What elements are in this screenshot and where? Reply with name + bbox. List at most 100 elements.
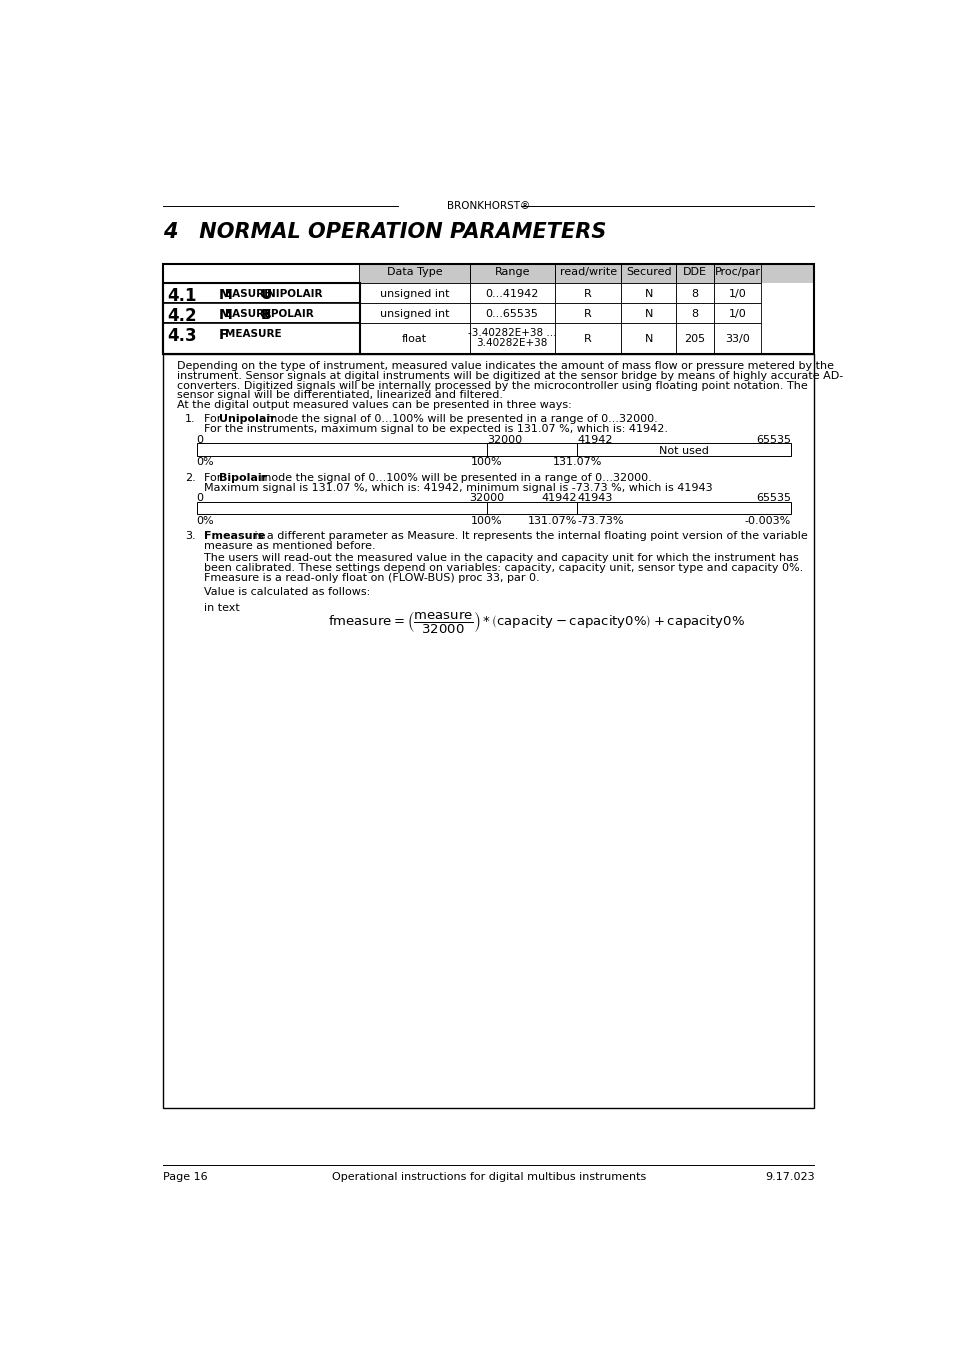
Text: N: N [643,309,652,319]
Text: 131.07%: 131.07% [527,516,577,525]
Text: Depending on the type of instrument, measured value indicates the amount of mass: Depending on the type of instrument, mea… [177,362,834,371]
Text: Fmeasure: Fmeasure [204,531,266,541]
Text: Proc/par: Proc/par [714,267,760,278]
Bar [714,323,760,354]
Text: instrument. Sensor signals at digital instruments will be digitized at the senso: instrument. Sensor signals at digital in… [177,371,842,381]
Bar [469,284,555,302]
Text: 1/0: 1/0 [728,309,746,319]
Text: 32000: 32000 [469,494,504,504]
Text: 65535: 65535 [756,494,790,504]
Text: mode the signal of 0...100% will be presented in a range of 0...32000.: mode the signal of 0...100% will be pres… [262,414,657,424]
Text: DDE: DDE [682,267,706,278]
Bar [555,284,620,302]
Text: U: U [261,289,272,302]
Text: 8: 8 [691,309,698,319]
Bar [714,265,760,284]
Text: 100%: 100% [471,516,502,525]
Bar [675,265,714,284]
Text: mode the signal of 0...100% will be presented in a range of 0...32000.: mode the signal of 0...100% will be pres… [257,472,651,483]
Text: 41943: 41943 [577,494,612,504]
Text: unsigned int: unsigned int [379,309,449,319]
Text: been calibrated. These settings depend on variables: capacity, capacity unit, se: been calibrated. These settings depend o… [204,563,803,572]
Text: is a different parameter as Measure. It represents the internal floating point v: is a different parameter as Measure. It … [251,531,807,541]
Bar [196,502,790,514]
Text: Operational instructions for digital multibus instruments: Operational instructions for digital mul… [332,1172,645,1183]
Text: 0: 0 [196,435,204,446]
Bar [469,302,555,323]
Text: 4.3: 4.3 [167,327,196,344]
Text: Bipolair: Bipolair [219,472,267,483]
Text: 0: 0 [196,494,204,504]
Text: Fmeasure is a read-only float on (FLOW-BUS) proc 33, par 0.: Fmeasure is a read-only float on (FLOW-B… [204,572,539,583]
Bar [196,443,790,456]
Text: Secured: Secured [625,267,671,278]
Text: R: R [583,289,592,300]
Bar [620,302,675,323]
Text: float: float [401,335,427,344]
Text: EASURE: EASURE [225,309,272,319]
Text: -3.40282E+38 ...: -3.40282E+38 ... [467,328,556,339]
Text: IPOLAIR: IPOLAIR [267,309,314,319]
Bar [555,323,620,354]
Text: Value is calculated as follows:: Value is calculated as follows: [204,587,371,598]
Text: unsigned int: unsigned int [379,289,449,300]
Text: 8: 8 [691,289,698,300]
Text: read/write: read/write [559,267,616,278]
Text: NIPOLAIR: NIPOLAIR [267,289,322,300]
Text: 0...65535: 0...65535 [485,309,538,319]
Text: 0...41942: 0...41942 [485,289,538,300]
Bar [675,323,714,354]
Text: The users will read-out the measured value in the capacity and capacity unit for: The users will read-out the measured val… [204,552,799,563]
Bar [714,284,760,302]
Text: Maximum signal is 131.07 %, which is: 41942, minimum signal is -73.73 %, which i: Maximum signal is 131.07 %, which is: 41… [204,483,713,493]
Text: M: M [219,289,233,302]
Text: For: For [204,472,225,483]
Text: 1/0: 1/0 [728,289,746,300]
Text: 9.17.023: 9.17.023 [764,1172,814,1183]
Text: N: N [643,289,652,300]
Bar [163,323,359,354]
Text: sensor signal will be differentiated, linearized and filtered.: sensor signal will be differentiated, li… [177,390,503,401]
Text: 4   NORMAL OPERATION PARAMETERS: 4 NORMAL OPERATION PARAMETERS [163,221,606,242]
Text: -73.73%: -73.73% [577,516,623,525]
Text: -0.003%: -0.003% [744,516,790,525]
Bar [555,265,620,284]
Text: $\mathrm{fmeasure} = \left(\dfrac{\mathrm{measure}}{32000}\right) * \left(\mathr: $\mathrm{fmeasure} = \left(\dfrac{\mathr… [328,609,744,634]
Text: 33/0: 33/0 [724,335,749,344]
Bar [620,323,675,354]
Text: 4.2: 4.2 [167,306,196,325]
Text: For the instruments, maximum signal to be expected is 131.07 %, which is: 41942.: For the instruments, maximum signal to b… [204,424,668,435]
Text: Data Type: Data Type [386,267,442,278]
Text: 3.: 3. [185,531,195,541]
Text: 41942: 41942 [541,494,577,504]
Text: M: M [219,308,233,323]
Bar [359,302,469,323]
Text: R: R [583,335,592,344]
Bar [469,323,555,354]
Text: Not used: Not used [659,446,708,456]
Text: BRONKHORST®: BRONKHORST® [447,201,530,211]
Text: in text: in text [204,603,240,613]
Text: 0%: 0% [196,458,214,467]
Bar [675,284,714,302]
Text: MEASURE: MEASURE [225,329,282,339]
Bar [163,265,814,354]
Text: At the digital output measured values can be presented in three ways:: At the digital output measured values ca… [177,400,572,410]
Text: EASURE: EASURE [225,289,272,300]
Text: 2.: 2. [185,472,195,483]
Text: 3.40282E+38: 3.40282E+38 [476,339,547,348]
Text: 1.: 1. [185,414,195,424]
Text: R: R [583,309,592,319]
Text: 41942: 41942 [577,435,612,446]
Text: Page 16: Page 16 [163,1172,208,1183]
Bar [163,302,359,323]
Bar [359,265,814,284]
Text: B: B [261,308,272,323]
Text: Unipolair: Unipolair [219,414,275,424]
Text: N: N [643,335,652,344]
Text: measure as mentioned before.: measure as mentioned before. [204,541,375,551]
Bar [469,265,555,284]
Bar [359,323,469,354]
Bar [359,265,469,284]
Text: Range: Range [494,267,529,278]
